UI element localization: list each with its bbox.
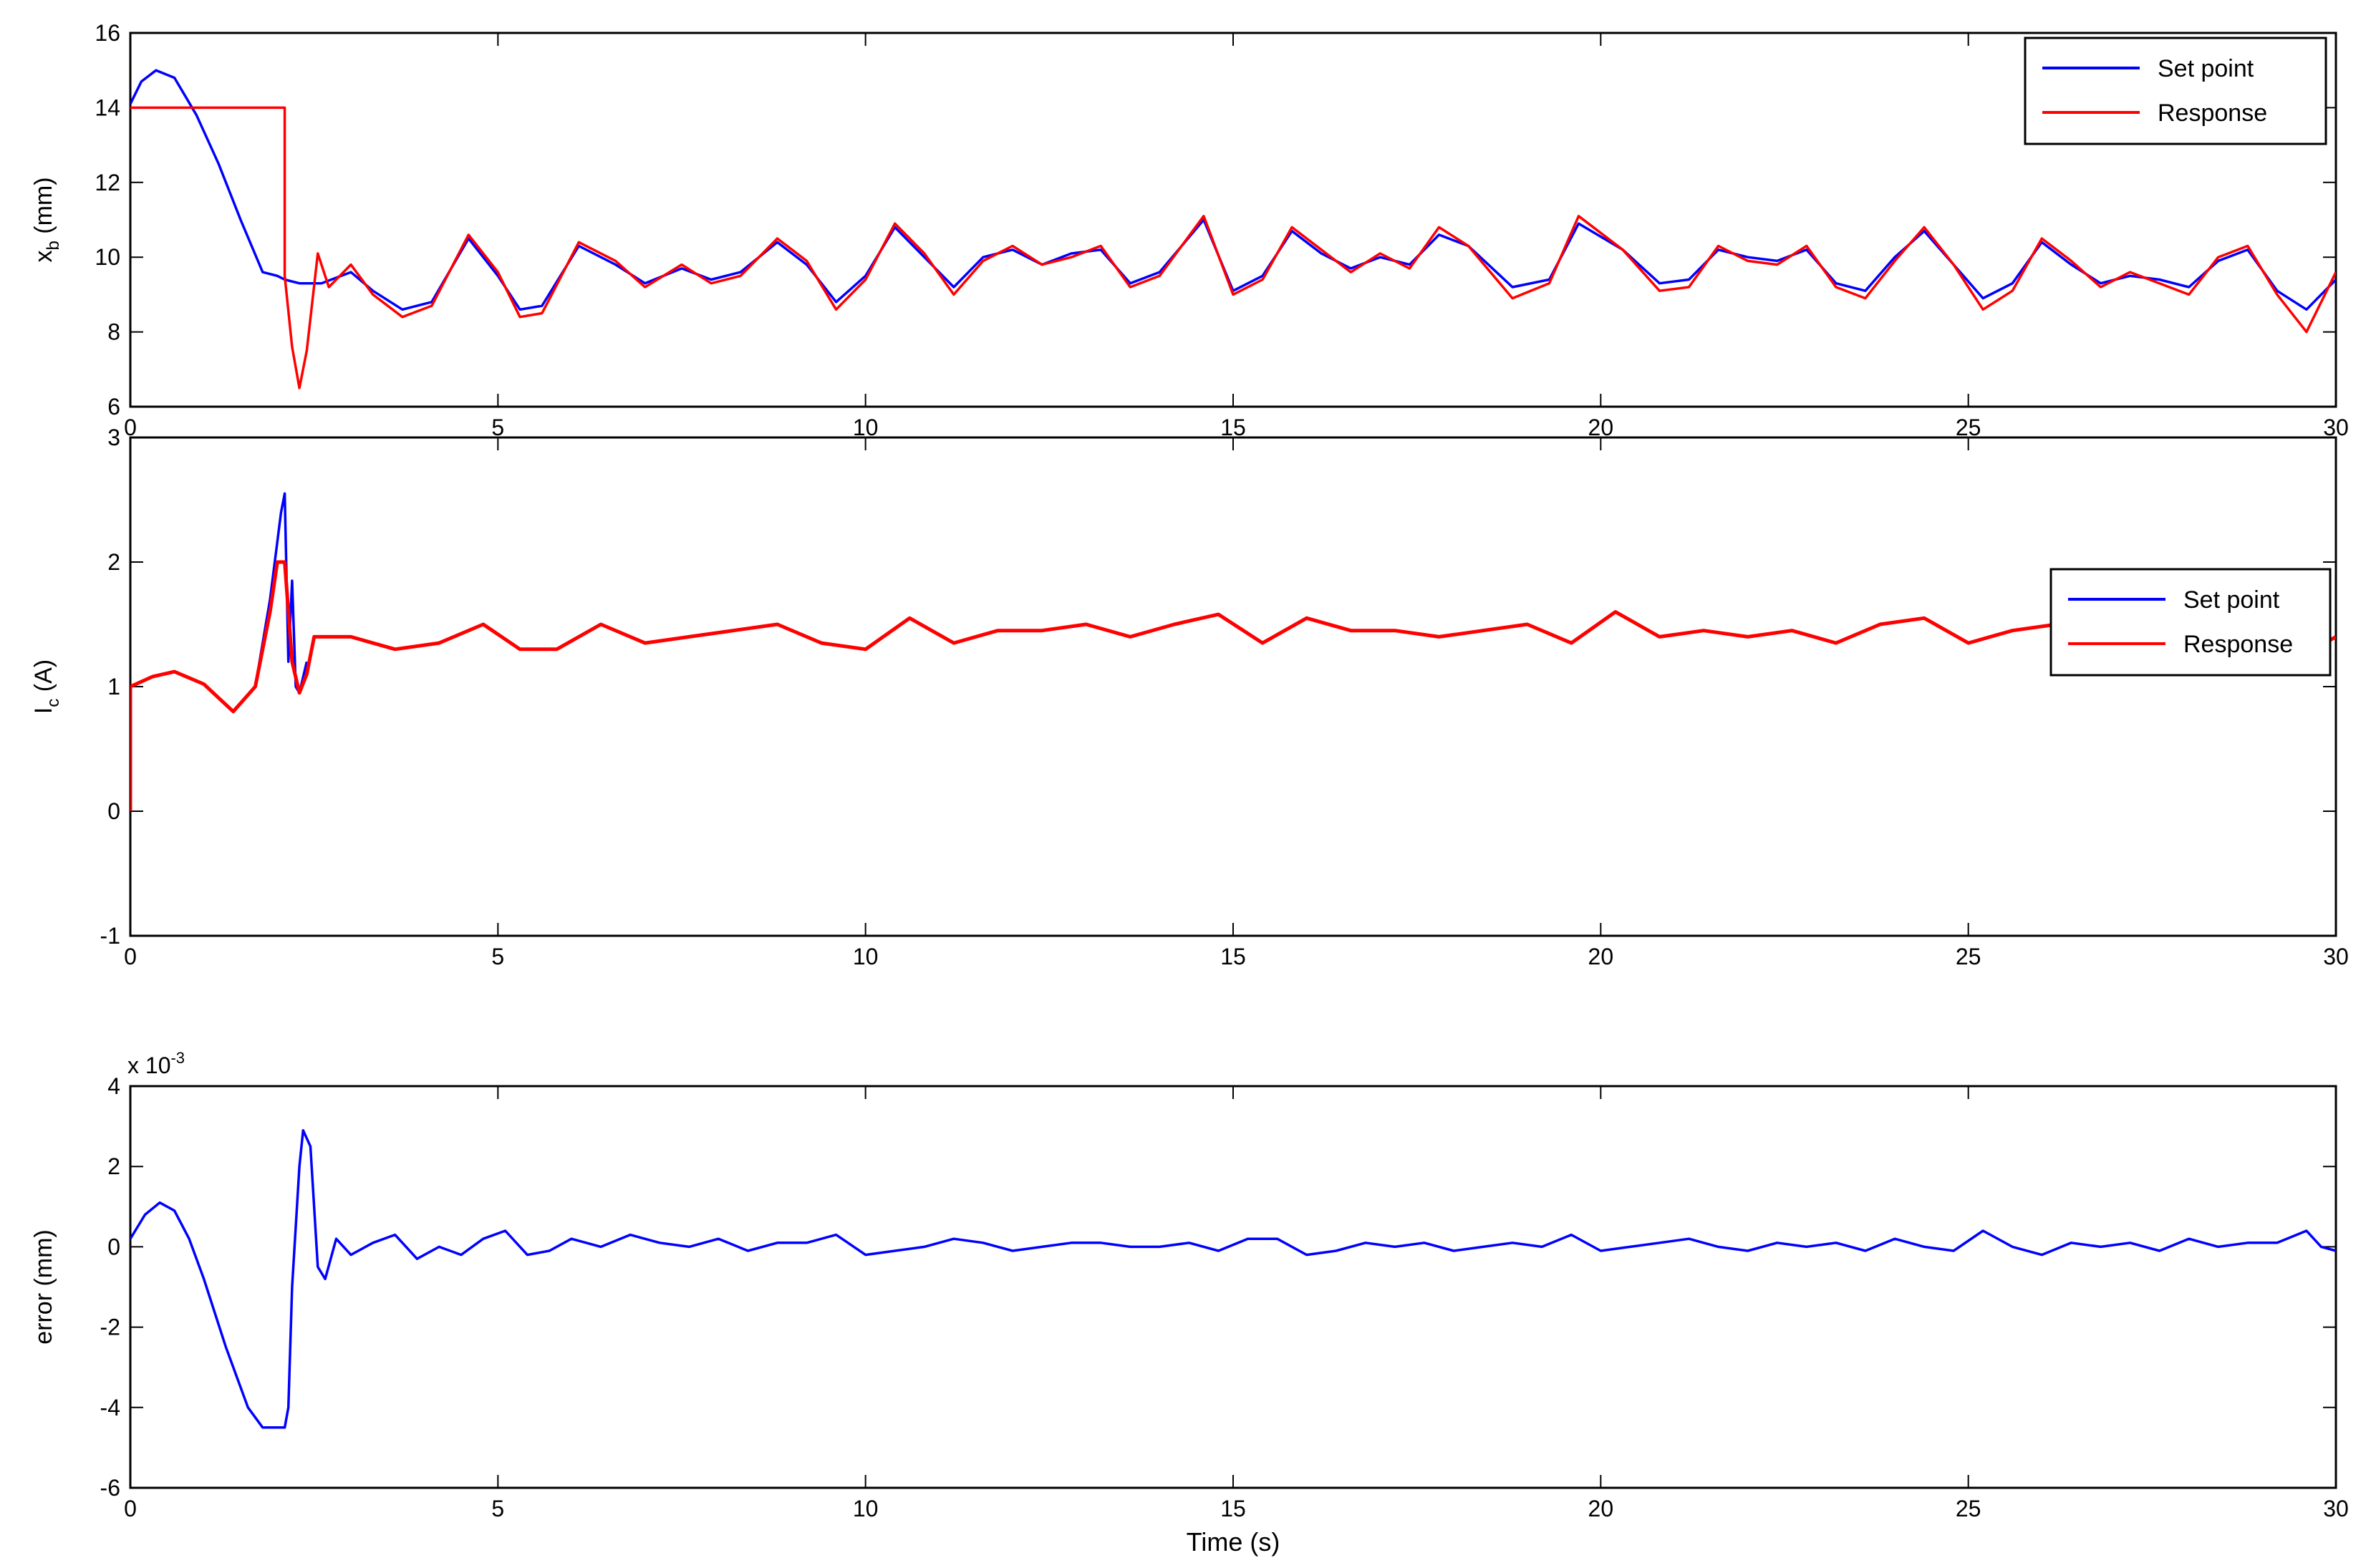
y-tick-label: -1 — [100, 923, 120, 949]
x-tick-label: 5 — [491, 944, 504, 969]
x-tick-label: 30 — [2323, 415, 2349, 440]
x-tick-label: 20 — [1588, 415, 1614, 440]
y-axis-label: Ic (A) — [30, 659, 63, 714]
x-tick-label: 0 — [124, 1496, 137, 1521]
series-line-response — [130, 560, 2336, 811]
x-tick-label: 30 — [2323, 1496, 2349, 1521]
x-tick-label: 0 — [124, 415, 137, 440]
legend-entry: Set point — [2183, 586, 2280, 614]
legend-entry: Set point — [2158, 55, 2254, 82]
y-tick-label: 6 — [107, 394, 120, 420]
axes-frame — [129, 1085, 2337, 1489]
subplot-3: 0 5 10 15 20 25 30 -6 -4 -2 0 2 4 error (mm) x 10-3 Tim… — [30, 1049, 2349, 1557]
y-tick-label: 1 — [107, 674, 120, 700]
legend-entry: Response — [2183, 631, 2293, 658]
y-tick-label: 16 — [95, 20, 120, 46]
y-tick-label: 2 — [107, 1153, 120, 1179]
x-tick-label: 10 — [853, 415, 879, 440]
y-tick-label: 14 — [95, 95, 120, 120]
y-axis-label: error (mm) — [30, 1229, 57, 1345]
series-line-set-point — [130, 492, 309, 713]
legend: Set point Response — [2024, 37, 2327, 145]
y-exponent-label: x 10-3 — [127, 1049, 185, 1078]
series-line-1 — [130, 1128, 2336, 1429]
y-axis-label: xb (mm) — [30, 177, 63, 262]
x-tick-label: 5 — [491, 1496, 504, 1521]
y-tick-label: 0 — [107, 798, 120, 824]
x-tick-label: 10 — [853, 944, 879, 969]
x-tick-label: 25 — [1956, 415, 1981, 440]
y-tick-label: 8 — [107, 319, 120, 345]
x-tick-label: 15 — [1220, 415, 1246, 440]
x-tick-label: 25 — [1956, 1496, 1981, 1521]
y-tick-label: 10 — [95, 244, 120, 270]
subplot-1: 0 5 10 15 20 25 30 6 8 10 12 14 16 xb (mm) Set point Re… — [30, 20, 2349, 440]
y-tick-label: 3 — [107, 425, 120, 450]
x-tick-label: 20 — [1588, 944, 1614, 969]
x-axis-label: Time (s) — [1187, 1527, 1280, 1557]
legend-box — [2049, 568, 2332, 677]
axes-frame — [129, 436, 2337, 937]
legend: Set point Response — [2049, 568, 2332, 677]
x-tick-label: 0 — [124, 944, 137, 969]
x-tick-label: 5 — [491, 415, 504, 440]
y-tick-label: -2 — [100, 1315, 120, 1340]
series-line-response — [130, 106, 2336, 389]
x-tick-label: 10 — [853, 1496, 879, 1521]
series-line-set-point — [130, 69, 2336, 311]
x-tick-label: 20 — [1588, 1496, 1614, 1521]
axes-frame — [129, 32, 2337, 408]
x-tick-label: 25 — [1956, 944, 1981, 969]
y-tick-label: 0 — [107, 1234, 120, 1259]
x-tick-label: 30 — [2323, 944, 2349, 969]
y-tick-label: 12 — [95, 170, 120, 195]
legend-entry: Response — [2158, 100, 2267, 127]
x-tick-label: 15 — [1220, 1496, 1246, 1521]
y-tick-label: 4 — [107, 1073, 120, 1099]
legend-box — [2024, 37, 2327, 145]
y-tick-label: 2 — [107, 549, 120, 575]
y-tick-label: -6 — [100, 1475, 120, 1501]
x-tick-label: 15 — [1220, 944, 1246, 969]
y-tick-label: -4 — [100, 1395, 120, 1421]
